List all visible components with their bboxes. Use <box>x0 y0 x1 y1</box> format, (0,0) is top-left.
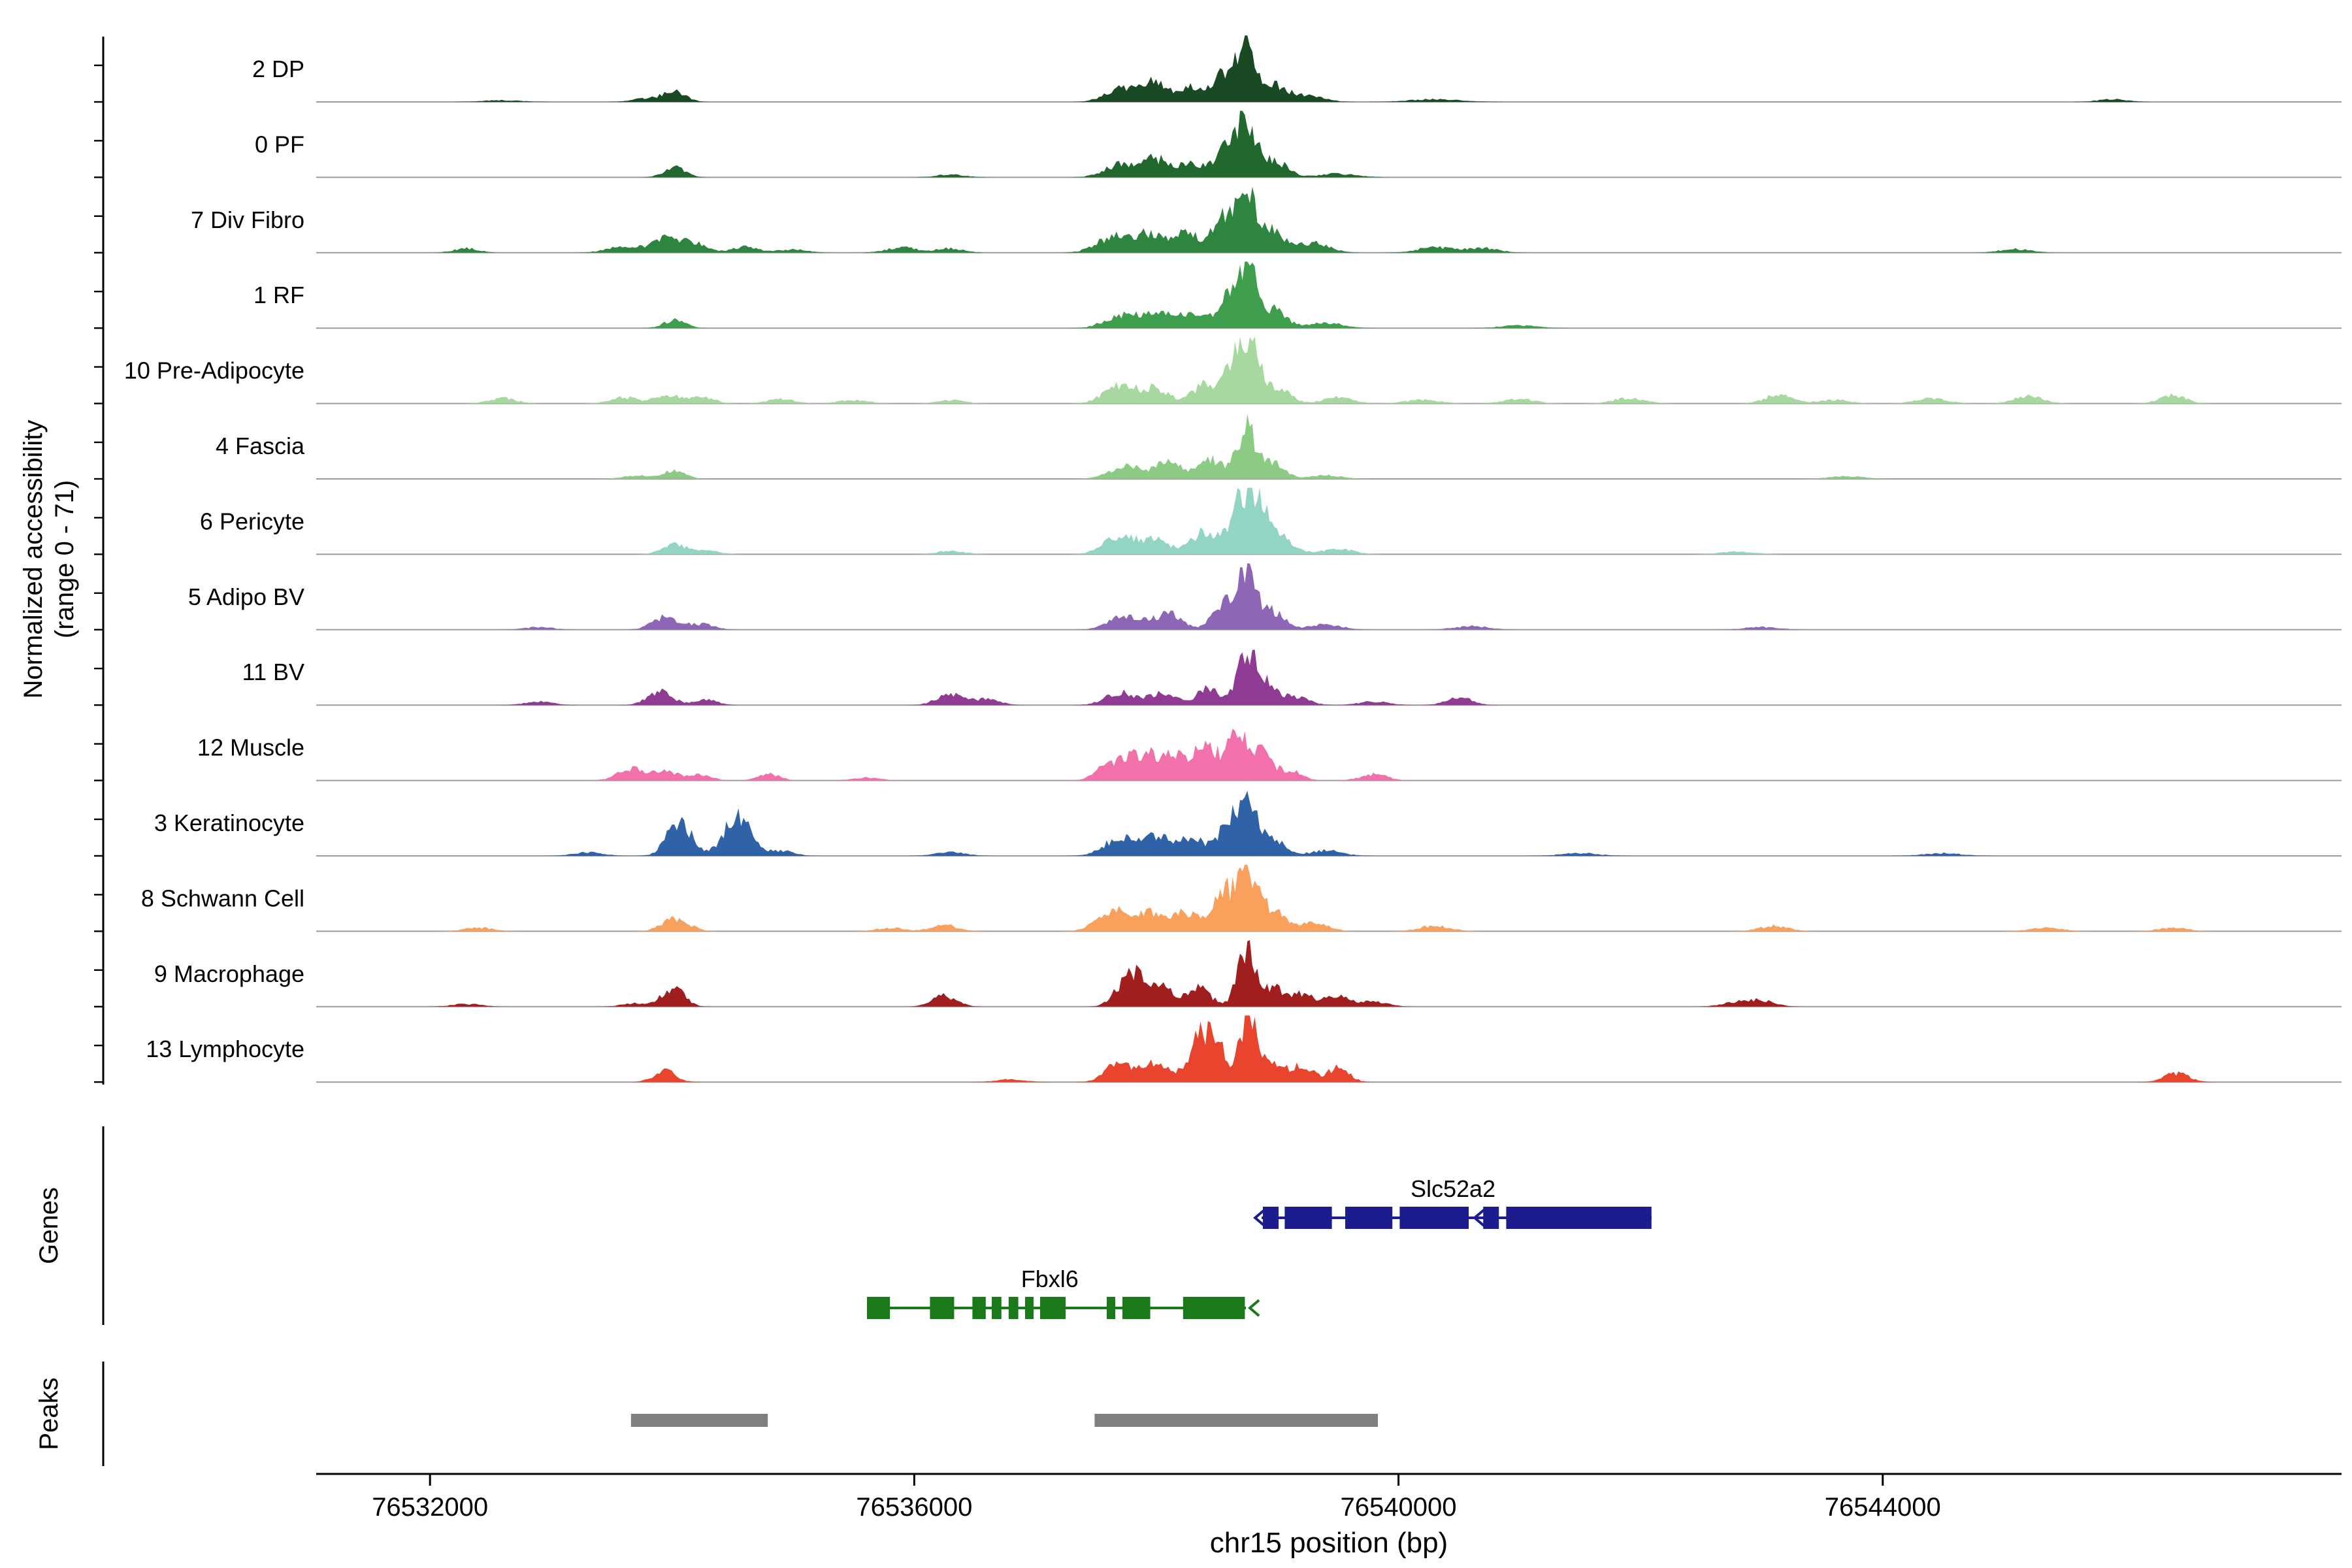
track-label: 5 Adipo BV <box>188 583 304 610</box>
track-label: 4 Fascia <box>216 433 305 459</box>
x-axis-title: chr15 position (bp) <box>1210 1527 1448 1559</box>
gene-exon <box>867 1297 890 1319</box>
track-signal-area <box>316 1015 2342 1083</box>
track-0-pf: 0 PF <box>255 110 2342 178</box>
track-10-pre-adipocyte: 10 Pre-Adipocyte <box>124 336 2342 404</box>
genes-section-label: Genes <box>35 1187 63 1264</box>
track-signal-area <box>316 728 2342 781</box>
track-8-schwann-cell: 8 Schwann Cell <box>141 864 2342 932</box>
gene-exon <box>1263 1207 1279 1229</box>
y-axis-title-line2: (range 0 - 71) <box>50 480 79 638</box>
gene-exon <box>1040 1297 1066 1319</box>
gene-exon <box>1183 1297 1245 1319</box>
track-3-keratinocyte: 3 Keratinocyte <box>154 791 2342 857</box>
gene-exon <box>1008 1297 1019 1319</box>
track-label: 11 BV <box>242 659 304 685</box>
peak-bar <box>630 1414 768 1427</box>
track-signal-area <box>316 563 2342 630</box>
strand-arrow-icon <box>1253 1209 1266 1227</box>
gene-exon <box>1025 1297 1034 1319</box>
gene-exon <box>1284 1207 1332 1229</box>
track-signal-area <box>316 649 2342 706</box>
peak-bar <box>1094 1414 1378 1427</box>
gene-exon <box>1345 1207 1393 1229</box>
x-tick-label: 76540000 <box>1341 1493 1457 1522</box>
track-signal-area <box>316 940 2342 1007</box>
track-signal-area <box>316 414 2342 479</box>
track-label: 8 Schwann Cell <box>141 885 304 911</box>
track-label: 13 Lymphocyte <box>146 1036 304 1062</box>
track-7-div-fibro: 7 Div Fibro <box>191 186 2342 253</box>
track-signal-area <box>316 864 2342 932</box>
gene-label: Fbxl6 <box>1021 1266 1079 1292</box>
gene-exon <box>1483 1207 1499 1229</box>
track-signal-area <box>316 261 2342 329</box>
gene-exon <box>972 1297 986 1319</box>
track-5-adipo-bv: 5 Adipo BV <box>188 563 2342 630</box>
track-label: 2 DP <box>252 56 304 82</box>
gene-exon <box>1506 1207 1652 1229</box>
track-12-muscle: 12 Muscle <box>197 728 2342 781</box>
track-label: 9 Macrophage <box>154 960 304 987</box>
track-13-lymphocyte: 13 Lymphocyte <box>146 1015 2342 1083</box>
x-axis: chr15 position (bp) 76532000 76536000 7654… <box>316 1473 2342 1559</box>
track-label: 6 Pericyte <box>200 508 304 534</box>
track-6-pericyte: 6 Pericyte <box>200 487 2342 555</box>
x-tick-label: 76532000 <box>372 1493 488 1522</box>
gene-exon <box>1107 1297 1115 1319</box>
track-label: 3 Keratinocyte <box>154 809 304 836</box>
gene-slc52a2: Slc52a2 <box>1253 1175 1652 1229</box>
track-label: 1 RF <box>253 282 304 308</box>
x-tick-label: 76536000 <box>856 1493 972 1522</box>
track-label: 7 Div Fibro <box>191 206 304 233</box>
gene-label: Slc52a2 <box>1411 1175 1495 1202</box>
track-signal-area <box>316 336 2342 404</box>
genes-panel: Genes Slc52a2 Fbxl6 <box>35 1126 1652 1325</box>
x-tick-label: 76544000 <box>1825 1493 1941 1522</box>
track-label: 0 PF <box>255 131 304 157</box>
track-label: 10 Pre-Adipocyte <box>124 357 304 384</box>
accessibility-tracks-panel: 2 DP 0 PF 7 Div Fibro 1 RF 10 Pre-Adipocyte 4… <box>124 35 2342 1083</box>
track-signal-area <box>316 35 2342 103</box>
gene-exon <box>992 1297 1002 1319</box>
track-4-fascia: 4 Fascia <box>216 414 2342 480</box>
track-signal-area <box>316 487 2342 555</box>
gene-exon <box>1399 1207 1469 1229</box>
track-9-macrophage: 9 Macrophage <box>154 940 2342 1007</box>
track-label: 12 Muscle <box>197 734 304 761</box>
gene-fbxl6: Fbxl6 <box>867 1266 1260 1319</box>
gene-exon <box>1122 1297 1151 1319</box>
y-axis-title-line1: Normalized accessibility <box>19 420 48 699</box>
track-1-rf: 1 RF <box>253 261 2342 329</box>
gene-exon <box>930 1297 955 1319</box>
strand-arrow-icon <box>1247 1299 1260 1317</box>
track-signal-area <box>316 110 2342 178</box>
track-11-bv: 11 BV <box>242 649 2342 706</box>
peaks-panel: Peaks <box>35 1362 1378 1466</box>
peaks-section-label: Peaks <box>35 1377 63 1450</box>
strand-arrow-icon <box>1473 1209 1485 1227</box>
y-axis: Normalized accessibility (range 0 - 71) <box>19 37 105 1085</box>
track-2-dp: 2 DP <box>252 35 2342 103</box>
track-signal-area <box>316 186 2342 253</box>
track-signal-area <box>316 791 2342 856</box>
